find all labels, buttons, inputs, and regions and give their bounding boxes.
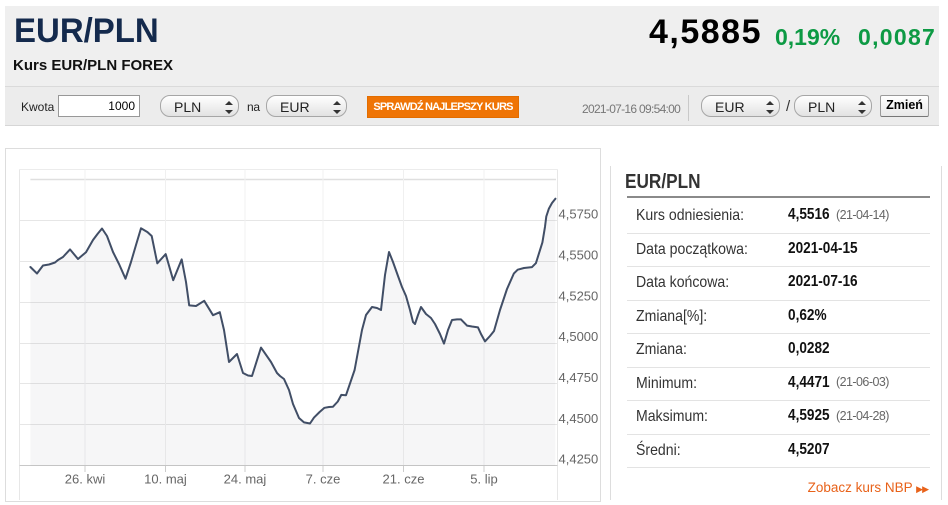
svg-text:4,4250: 4,4250 (559, 452, 599, 467)
svg-text:7. cze: 7. cze (306, 472, 341, 487)
svg-text:24. maj: 24. maj (224, 472, 267, 487)
svg-text:10. maj: 10. maj (144, 472, 187, 487)
svg-text:26. kwi: 26. kwi (65, 472, 106, 487)
svg-text:4,5000: 4,5000 (559, 329, 599, 344)
svg-text:4,5500: 4,5500 (559, 248, 599, 263)
svg-text:21. cze: 21. cze (383, 472, 425, 487)
svg-text:4,4500: 4,4500 (559, 411, 599, 426)
svg-text:4,5750: 4,5750 (559, 207, 599, 222)
svg-text:5. lip: 5. lip (470, 472, 497, 487)
svg-text:4,4750: 4,4750 (559, 370, 599, 385)
svg-text:4,5250: 4,5250 (559, 289, 599, 304)
